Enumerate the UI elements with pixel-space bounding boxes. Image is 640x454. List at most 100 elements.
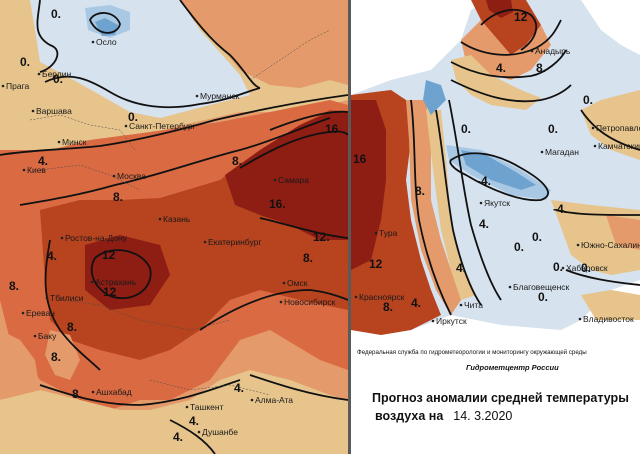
isoline-label-right-17: 16 bbox=[353, 152, 367, 166]
isoline-label-left-16: 4. bbox=[234, 381, 244, 395]
city-dot-left-6 bbox=[57, 140, 61, 144]
city-dot-left-4 bbox=[195, 94, 199, 98]
isoline-label-left-15: 8. bbox=[303, 251, 313, 265]
city-label-left-13: Астрахань bbox=[95, 277, 137, 287]
city-label-left-1: Берлин bbox=[42, 69, 71, 79]
city-label-left-22: Душанбе bbox=[202, 427, 238, 437]
isoline-label-left-4: 4. bbox=[38, 154, 48, 168]
city-label-left-15: Омск bbox=[287, 278, 308, 288]
isoline-zero-siberia bbox=[448, 99, 502, 301]
city-label-left-5: Санкт-Петербург bbox=[129, 121, 196, 131]
isoline-label-right-0: 12 bbox=[514, 10, 528, 24]
forecast-title-prefix: воздуха на bbox=[375, 409, 444, 423]
panel-divider bbox=[348, 0, 351, 454]
band-negative-yakutia-dark bbox=[461, 150, 536, 190]
city-dot-left-3 bbox=[31, 109, 35, 113]
isoline-label-left-17: 4. bbox=[189, 414, 199, 428]
isoline-label-right-10: 0. bbox=[581, 261, 591, 275]
isoline-twelve-volga bbox=[239, 130, 348, 169]
isoline-zero-left-3 bbox=[179, 0, 261, 89]
isoline-twelve-right bbox=[480, 8, 538, 51]
isoline-label-left-8: 8. bbox=[9, 279, 19, 293]
isoline-label-left-3: 0. bbox=[128, 110, 138, 124]
city-dot-right-3 bbox=[540, 150, 544, 154]
isoline-label-right-18: 8. bbox=[383, 300, 393, 314]
isoline-label-right-8: 0. bbox=[532, 230, 542, 244]
city-dot-left-17 bbox=[21, 311, 25, 315]
city-dot-left-7 bbox=[22, 168, 26, 172]
city-label-left-9: Самара bbox=[278, 175, 309, 185]
isoline-zero-left-1 bbox=[36, 0, 59, 73]
isoline-label-right-19: 4. bbox=[411, 296, 421, 310]
border-5 bbox=[249, 29, 331, 81]
band-4-8-chukotka bbox=[461, 20, 551, 80]
city-label-right-4: Якутск bbox=[484, 198, 510, 208]
isoline-eight-left-1 bbox=[19, 117, 331, 206]
isoline-twelve-south bbox=[90, 249, 152, 300]
city-label-left-18: Баку bbox=[38, 331, 57, 341]
border-2 bbox=[39, 164, 141, 191]
band-12-16-chukotka bbox=[471, 0, 541, 55]
city-label-left-20: Ташкент bbox=[190, 402, 224, 412]
isoline-label-left-5: 4. bbox=[47, 249, 57, 263]
city-label-right-12: Владивосток bbox=[583, 314, 634, 324]
isoline-label-left-20: 8. bbox=[72, 387, 82, 401]
isoline-label-right-13: 4. bbox=[479, 217, 489, 231]
city-dot-left-15 bbox=[282, 281, 286, 285]
band-16-plus-siberia bbox=[351, 100, 386, 270]
city-dot-right-8 bbox=[459, 303, 463, 307]
agency-caption: Федеральная служба по гидрометеорологии … bbox=[357, 349, 587, 356]
isoline-label-right-11: 0. bbox=[538, 290, 548, 304]
city-dot-left-20 bbox=[185, 405, 189, 409]
city-dot-left-5 bbox=[124, 124, 128, 128]
city-dot-left-11 bbox=[60, 236, 64, 240]
city-label-left-3: Варшава bbox=[36, 106, 72, 116]
band-16-plus-volga bbox=[225, 112, 348, 240]
isoline-eight-siberia bbox=[410, 99, 452, 316]
isoline-eight-right bbox=[460, 19, 562, 56]
isoline-label-right-7: -4. bbox=[553, 202, 567, 216]
isoline-zero-left-2 bbox=[44, 75, 261, 109]
isoline-label-left-11: 12 bbox=[103, 285, 117, 299]
city-dot-left-8 bbox=[112, 174, 116, 178]
isoline-label-left-14: 16. bbox=[269, 197, 286, 211]
isoline-label-right-3: 0. bbox=[583, 93, 593, 107]
isoline-label-left-1: 0. bbox=[20, 55, 30, 69]
city-dot-left-1 bbox=[37, 72, 41, 76]
isoline-label-right-15: 8. bbox=[415, 184, 425, 198]
city-dot-left-14 bbox=[45, 296, 49, 300]
city-dot-right-11 bbox=[374, 231, 378, 235]
city-dot-left-19 bbox=[91, 390, 95, 394]
city-label-left-10: Казань bbox=[163, 214, 191, 224]
isoline-eight-east bbox=[199, 289, 348, 331]
city-dot-right-4 bbox=[479, 201, 483, 205]
city-dot-left-10 bbox=[158, 217, 162, 221]
band-16-plus-chukotka bbox=[486, 0, 513, 18]
city-label-right-8: Чита bbox=[464, 300, 483, 310]
city-label-left-8: Москва bbox=[117, 171, 146, 181]
city-label-right-11: Тура bbox=[379, 228, 398, 238]
city-dot-right-5 bbox=[576, 243, 580, 247]
isoline-label-right-1: 8. bbox=[536, 61, 546, 75]
isoline-sixteen bbox=[269, 110, 348, 131]
isoline-label-right-4: 0. bbox=[548, 122, 558, 136]
city-dot-left-2 bbox=[1, 84, 5, 88]
city-label-left-0: Осло bbox=[96, 37, 117, 47]
city-label-left-4: Мурманск bbox=[200, 91, 240, 101]
right-map-panel: Анадырь Петропавловск Камчатский Магадан Яку… bbox=[351, 0, 640, 347]
city-label-right-6: Хабаровск bbox=[566, 263, 608, 273]
city-label-right-5: Южно-Сахалинск bbox=[581, 240, 640, 250]
city-dot-right-0 bbox=[530, 49, 534, 53]
forecast-date: 14. 3.2020 bbox=[453, 409, 513, 423]
isoline-label-left-2: 0. bbox=[53, 72, 63, 86]
city-dot-right-10 bbox=[354, 295, 358, 299]
city-label-right-1: Петропавловск bbox=[596, 123, 640, 133]
isoline-label-right-9: 0. bbox=[553, 260, 563, 274]
isoline-label-right-6: -4. bbox=[477, 174, 491, 188]
city-dot-left-21 bbox=[250, 398, 254, 402]
isoline-four-siberia bbox=[435, 109, 482, 306]
band-0-4-primorye bbox=[581, 290, 640, 320]
isoline-label-right-2: 4. bbox=[496, 61, 506, 75]
band-0-4-south bbox=[0, 370, 348, 454]
city-label-right-10: Красноярск bbox=[359, 292, 405, 302]
